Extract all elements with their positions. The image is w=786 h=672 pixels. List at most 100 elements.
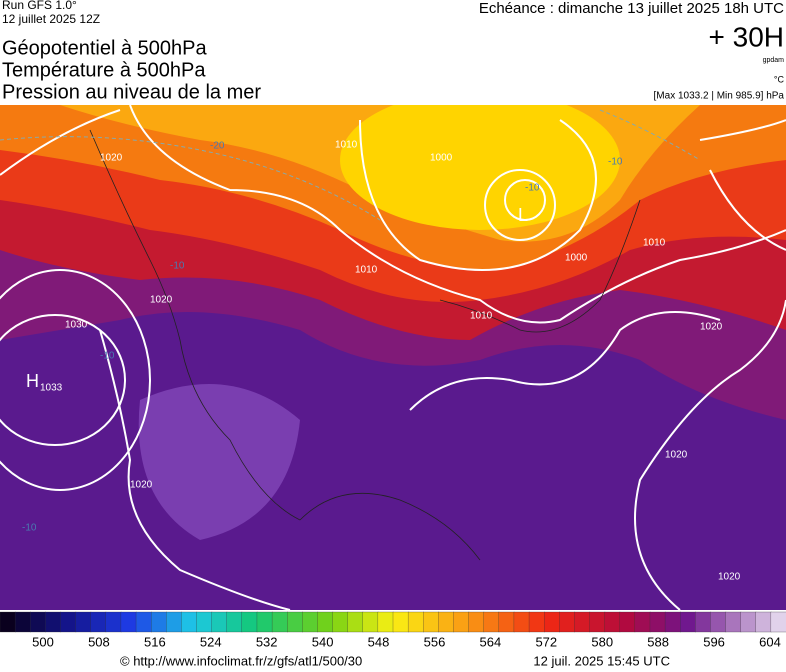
- colorbar-swatch: [317, 611, 334, 633]
- colorbar-swatch: [574, 611, 591, 633]
- colorbar-swatch: [559, 611, 576, 633]
- colorbar-swatch: [347, 611, 364, 633]
- colorbar-label: 508: [88, 634, 110, 649]
- colorbar-swatch: [211, 611, 228, 633]
- isobar-label: 1020: [700, 322, 723, 333]
- colorbar-label: 564: [480, 634, 502, 649]
- isobar-label: 1010: [335, 140, 358, 151]
- isobar-label: 1020: [130, 480, 153, 491]
- colorbar-swatch: [407, 611, 424, 633]
- isotherm-label: -10: [525, 183, 540, 194]
- colorbar-swatch: [166, 611, 183, 633]
- colorbar-label: 516: [144, 634, 166, 649]
- colorbar-swatch: [60, 611, 77, 633]
- colorbar-label: 548: [368, 634, 390, 649]
- unit-temp: °C: [774, 74, 785, 84]
- low-letter: L: [518, 205, 528, 225]
- colorbar-label: 572: [535, 634, 557, 649]
- offset: + 30H: [709, 21, 785, 52]
- colorbar-swatch: [241, 611, 258, 633]
- pressure-range: [Max 1033.2 | Min 985.9] hPa: [654, 91, 785, 102]
- field: [340, 105, 620, 230]
- colorbar-swatch: [649, 611, 666, 633]
- colorbar-label: 556: [424, 634, 446, 649]
- isobar-label: 1000: [565, 253, 588, 264]
- colorbar: 500 508 516 524 532 540 548 556 564 572 580 588 596 6…: [0, 611, 786, 649]
- colorbar-label: 580: [591, 634, 613, 649]
- isobar-label: 1020: [150, 295, 173, 306]
- coastline: [89, 129, 641, 561]
- colorbar-swatch: [453, 611, 470, 633]
- isobar-label: 1010: [643, 238, 666, 249]
- colorbar-swatch: [90, 611, 107, 633]
- colorbar-swatch: [755, 611, 772, 633]
- echeance: Echéance : dimanche 13 juillet 2025 18h …: [479, 0, 784, 17]
- colorbar-label: 540: [312, 634, 334, 649]
- colorbar-label: 524: [200, 634, 222, 649]
- colorbar-swatch: [332, 611, 349, 633]
- isobar-label: 1030: [65, 320, 88, 331]
- colorbar-swatch: [105, 611, 122, 633]
- colorbar-swatch: [483, 611, 500, 633]
- isotherm-label: -10: [170, 261, 185, 272]
- title-line: Pression au niveau de la mer: [2, 81, 261, 103]
- colorbar-swatch: [770, 611, 786, 633]
- colorbar-swatch: [120, 611, 137, 633]
- source: © http://www.infoclimat.fr/z/gfs/atl1/50…: [120, 653, 362, 668]
- isobar-label: 1020: [718, 572, 741, 583]
- isobar-label: 1010: [470, 311, 493, 322]
- colorbar-swatch: [634, 611, 651, 633]
- colorbar-swatch: [226, 611, 243, 633]
- colorbar-swatch: [45, 611, 62, 633]
- isotherms: [0, 109, 701, 221]
- high-letter: H: [26, 371, 39, 391]
- colorbar-swatch: [589, 611, 606, 633]
- colorbar-swatch: [468, 611, 485, 633]
- colorbar-swatch: [14, 611, 31, 633]
- title-line: Géopotentiel à 500hPa: [2, 37, 207, 59]
- colorbar-swatch: [710, 611, 727, 633]
- generated: 12 juil. 2025 15:45 UTC: [533, 653, 670, 668]
- colorbar-label: 500: [32, 634, 54, 649]
- run: Run GFS 1.0°: [2, 0, 77, 12]
- colorbar-swatch: [528, 611, 545, 633]
- colorbar-label: 532: [256, 634, 278, 649]
- colorbar-swatch: [0, 611, 16, 633]
- colorbar-swatch: [30, 611, 46, 633]
- colorbar-swatch: [664, 611, 681, 633]
- isobar-label: 1010: [355, 265, 378, 276]
- isotherm-label: -20: [210, 141, 225, 152]
- colorbar-swatch: [725, 611, 742, 633]
- colorbar-swatch: [271, 611, 288, 633]
- colorbar-label: 604: [759, 634, 781, 649]
- isobar-label: 1020: [100, 153, 123, 164]
- colorbar-label: 596: [703, 634, 725, 649]
- colorbar-swatch: [392, 611, 409, 633]
- colorbar-swatch: [181, 611, 198, 633]
- unit-geo: gpdam: [763, 57, 785, 64]
- colorbar-swatch: [377, 611, 394, 633]
- field: [138, 384, 300, 540]
- colorbar-label: 588: [647, 634, 669, 649]
- title-line: Température à 500hPa: [2, 59, 206, 81]
- colorbar-swatch: [498, 611, 515, 633]
- isotherm-label: -10: [22, 523, 37, 534]
- colorbar-swatch: [75, 611, 92, 633]
- run-date: 12 juillet 2025 12Z: [2, 12, 100, 26]
- isobar-label: 1020: [665, 450, 688, 461]
- map: 1020 1010 1000 1000 1010 1010 1010 1020 …: [0, 105, 786, 610]
- isotherm-label: -10: [100, 351, 115, 362]
- colorbar-swatch: [196, 611, 213, 633]
- colorbar-swatch: [544, 611, 560, 633]
- colorbar-swatch: [513, 611, 530, 633]
- high-value: 1033: [40, 383, 63, 394]
- colorbar-swatch: [302, 611, 319, 633]
- colorbar-swatch: [423, 611, 439, 633]
- colorbar-swatch: [438, 611, 455, 633]
- colorbar-swatch: [680, 611, 696, 633]
- colorbar-swatch: [151, 611, 167, 633]
- colorbar-swatch: [619, 611, 636, 633]
- colorbar-swatch: [256, 611, 273, 633]
- colorbar-swatch: [287, 611, 303, 633]
